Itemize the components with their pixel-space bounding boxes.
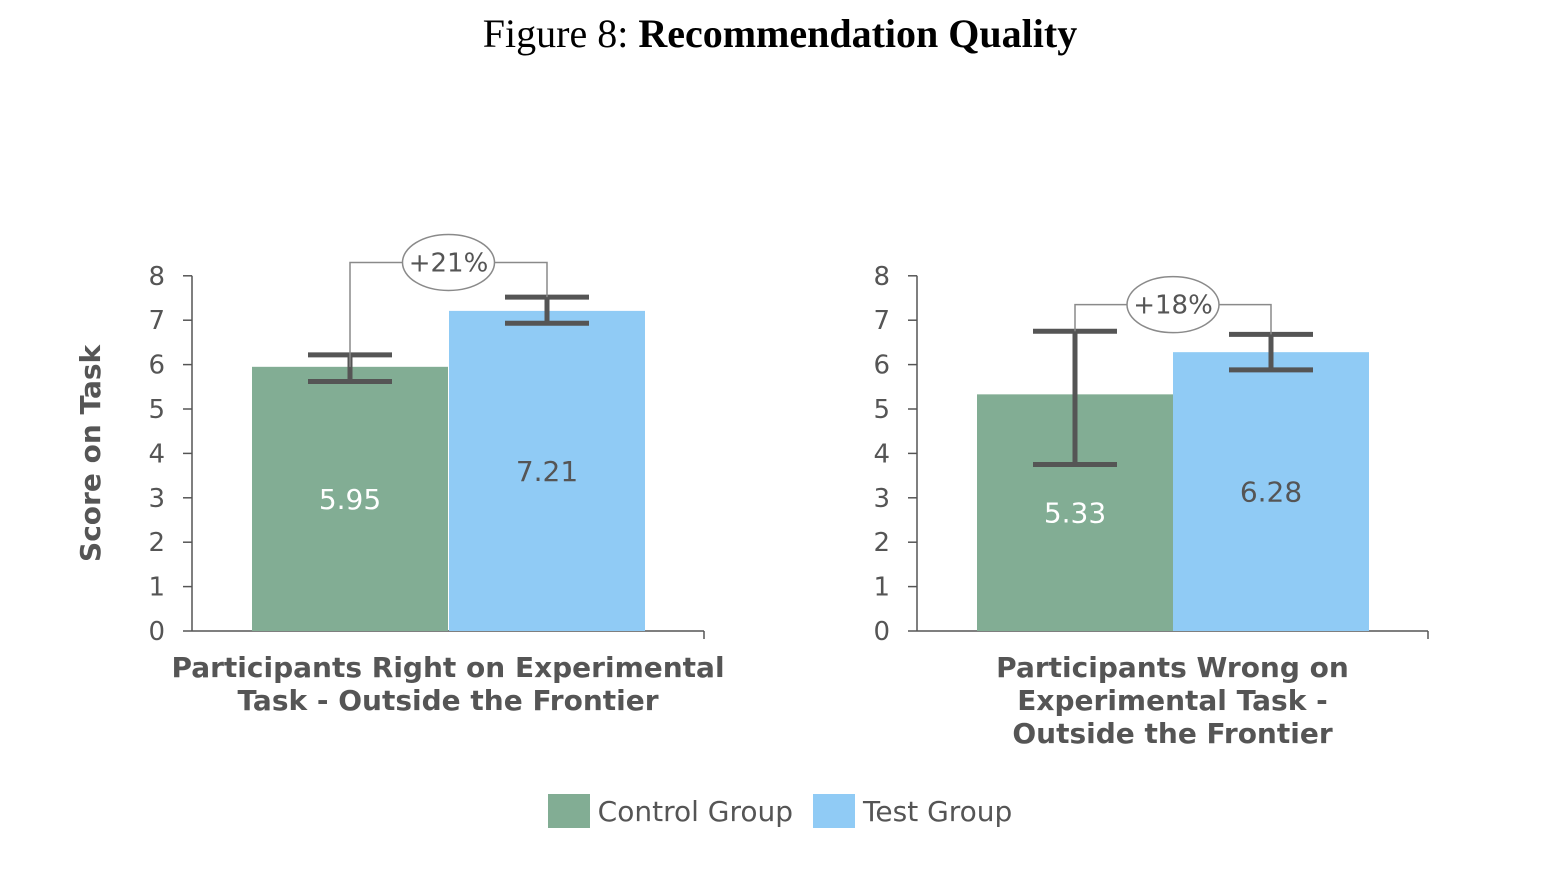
- chart2-ytick-label-5: 5: [873, 395, 890, 425]
- chart2-data-label-test: 6.28: [1240, 476, 1302, 509]
- figure-number: Figure 8:: [482, 11, 639, 56]
- legend-swatch-control: [547, 794, 590, 828]
- chart1-ytick-label-3: 3: [148, 484, 165, 514]
- figure-title-text: Recommendation Quality: [638, 11, 1078, 56]
- chart1-y-axis-title: Score on Task: [74, 343, 107, 562]
- chart1-category-label-line-1: Participants Right on Experimental: [171, 651, 724, 684]
- chart2-ytick-label-2: 2: [873, 528, 890, 558]
- chart1-annotation-bubble: [401, 233, 496, 292]
- chart2-ytick-label-4: 4: [873, 439, 890, 469]
- legend: Control Group Test Group: [0, 794, 1560, 828]
- chart2-category-label-line-2: Experimental Task -: [1017, 684, 1327, 717]
- chart1-bar-test: [449, 310, 645, 631]
- chart1-ytick-label-7: 7: [148, 306, 165, 336]
- chart2-ytick-label-7: 7: [873, 306, 890, 336]
- chart1-data-label-test: 7.21: [516, 455, 578, 488]
- chart1-category-label-line-2: Task - Outside the Frontier: [237, 684, 658, 717]
- chart2-ytick-label-1: 1: [873, 573, 890, 603]
- chart1-ytick-label-8: 8: [148, 262, 165, 292]
- figure-title: Figure 8: Recommendation Quality: [0, 10, 1560, 57]
- legend-swatch-test: [813, 794, 856, 828]
- chart1-ytick-label-0: 0: [148, 617, 165, 647]
- chart1-data-label-control: 5.95: [319, 483, 381, 516]
- chart2-annotation-bubble: [1126, 275, 1220, 334]
- chart1-annotation-text: +21%: [409, 248, 489, 278]
- chart2-data-label-control: 5.33: [1044, 497, 1106, 530]
- legend-label-test: Test Group: [863, 794, 1013, 828]
- chart1-bar-control: [252, 366, 448, 631]
- chart2-category-label-line-3: Outside the Frontier: [1012, 717, 1333, 750]
- chart2-ytick-label-8: 8: [873, 262, 890, 292]
- chart1-ytick-label-4: 4: [148, 439, 165, 469]
- chart1-ytick-label-6: 6: [148, 351, 165, 381]
- legend-item-control: Control Group: [547, 794, 794, 828]
- chart2-ytick-label-3: 3: [873, 484, 890, 514]
- legend-item-test: Test Group: [813, 794, 1012, 828]
- chart1-ytick-label-1: 1: [148, 573, 165, 603]
- chart2-annotation-text: +18%: [1133, 291, 1213, 321]
- chart1-ytick-label-2: 2: [148, 528, 165, 558]
- legend-label-control: Control Group: [597, 794, 794, 828]
- chart2-ytick-label-6: 6: [873, 351, 890, 381]
- chart2-ytick-label-0: 0: [873, 617, 890, 647]
- chart2-category-label-line-1: Participants Wrong on: [996, 651, 1349, 684]
- chart1-ytick-label-5: 5: [148, 395, 165, 425]
- chart2-bar-test: [1173, 352, 1369, 631]
